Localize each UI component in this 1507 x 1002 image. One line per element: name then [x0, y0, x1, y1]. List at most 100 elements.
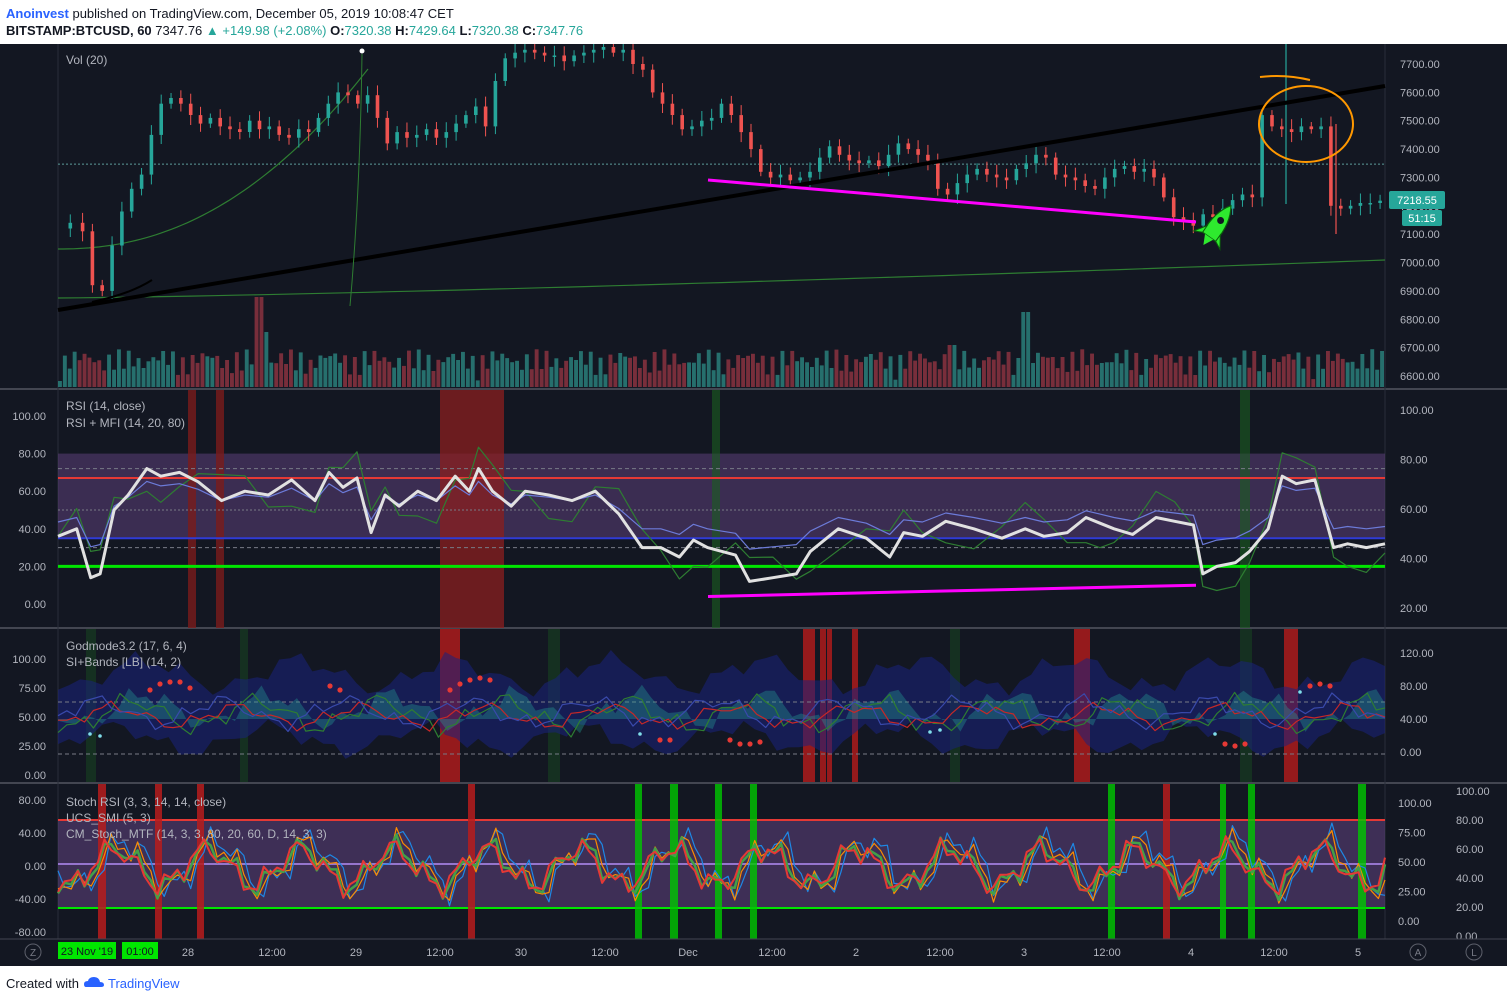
candle-body	[483, 106, 488, 127]
godmode-teal-area	[58, 684, 1385, 734]
close-value: 7347.76	[536, 23, 584, 38]
volume-bar	[1306, 356, 1311, 387]
volume-bar	[1109, 362, 1114, 387]
volume-bar	[515, 360, 519, 387]
volume-bar	[392, 367, 397, 387]
volume-bar	[1173, 362, 1178, 387]
volume-bar	[58, 381, 62, 387]
candle-body	[1339, 205, 1343, 209]
volume-bar	[790, 350, 795, 387]
volume-bar	[539, 369, 544, 387]
candle-body	[955, 183, 960, 195]
tradingview-brand[interactable]: TradingView	[108, 976, 180, 991]
candle-body	[994, 174, 999, 178]
godmode-signal-dot	[757, 739, 763, 745]
volume-bar	[839, 370, 844, 387]
volume-bar	[313, 367, 318, 387]
volume-bar	[1016, 358, 1021, 387]
candle-body	[759, 149, 763, 172]
stoch-left-tick: -80.00	[15, 927, 46, 939]
tradingview-logo-icon	[82, 975, 106, 996]
volume-bar	[107, 354, 111, 387]
volume-bar	[687, 362, 691, 387]
volume-bar	[1041, 356, 1045, 387]
volume-bar	[421, 370, 426, 387]
godmode-right-tick: 40.00	[1400, 714, 1428, 726]
godmode-cyan-dot	[638, 732, 642, 736]
high-value: 7429.64	[408, 23, 456, 38]
chart-svg[interactable]: 7700.007600.007500.007400.007300.007200.…	[0, 44, 1507, 966]
volume-bar	[1213, 361, 1217, 387]
rsi-right-tick: 80.00	[1400, 455, 1428, 467]
volume-bar	[574, 360, 578, 387]
volume-bar	[1316, 354, 1321, 387]
candle-body	[965, 174, 969, 184]
alert-dot	[359, 48, 365, 54]
volume-bar	[1158, 358, 1163, 387]
candle-body	[906, 143, 911, 150]
volume-bar	[844, 355, 849, 387]
volume-bar	[1340, 358, 1345, 387]
candle-body	[1093, 186, 1097, 189]
candle-body	[188, 103, 193, 115]
volume-bar	[1183, 374, 1188, 387]
price-change: ▲ +149.98 (+2.08%)	[205, 23, 327, 38]
candle-body	[159, 103, 163, 135]
godmode-signal-dot	[477, 675, 483, 681]
candle-body	[139, 174, 144, 189]
volume-bar	[731, 367, 736, 387]
volume-bar	[121, 368, 126, 387]
candle-body	[749, 132, 753, 150]
volume-bar	[456, 360, 460, 387]
volume-bar	[1276, 362, 1281, 387]
volume-bar	[810, 367, 814, 387]
volume-bar	[942, 354, 947, 387]
volume-bar	[244, 349, 249, 387]
low-label: L:	[459, 23, 472, 38]
volume-bar	[657, 370, 662, 387]
rsi-left-tick: 60.00	[18, 486, 46, 498]
volume-bar	[230, 373, 234, 387]
volume-bar	[1203, 365, 1208, 387]
candle-body	[444, 132, 449, 138]
volume-bar	[1178, 356, 1183, 387]
candle-body	[562, 55, 566, 62]
candle-body	[1299, 126, 1304, 133]
candle-body	[532, 49, 537, 53]
volume-bar	[1114, 353, 1119, 387]
godmode-signal-dot	[1307, 683, 1313, 689]
godmode-signal-dot	[487, 677, 493, 683]
candle-body	[739, 115, 743, 133]
volume-bar	[716, 352, 721, 387]
rsi-left-tick: 0.00	[25, 599, 46, 611]
candle-body	[1004, 177, 1009, 181]
volume-bar	[136, 358, 141, 387]
volume-bar	[952, 345, 957, 387]
candle-body	[257, 120, 262, 130]
volume-bar	[1036, 352, 1040, 387]
candle-body	[778, 174, 783, 178]
rsi-red-highlight	[216, 390, 224, 628]
volume-bar	[397, 357, 401, 387]
candle-body	[493, 81, 498, 127]
candle-body	[1073, 177, 1078, 181]
godmode-signal-dot	[447, 687, 453, 693]
volume-bar	[156, 360, 161, 387]
chart-header: Anoinvest published on TradingView.com, …	[0, 0, 1507, 44]
volume-bar	[180, 357, 185, 387]
volume-bar	[554, 358, 559, 387]
volume-bar	[465, 368, 470, 387]
candle-body	[788, 174, 793, 181]
volume-bar	[146, 361, 151, 387]
godmode-cyan-dot	[1213, 732, 1217, 736]
volume-bar	[1242, 350, 1247, 387]
author-name[interactable]: Anoinvest	[6, 6, 69, 21]
cursor-date-box	[58, 942, 116, 959]
volume-bar	[1104, 362, 1109, 387]
candle-body	[1211, 214, 1215, 218]
volume-bar	[254, 297, 259, 387]
chart-area[interactable]: 7700.007600.007500.007400.007300.007200.…	[0, 44, 1507, 966]
godmode-blue-line	[57, 692, 1386, 733]
volume-bar	[470, 355, 475, 387]
time-tick-label: 12:00	[1260, 947, 1288, 959]
